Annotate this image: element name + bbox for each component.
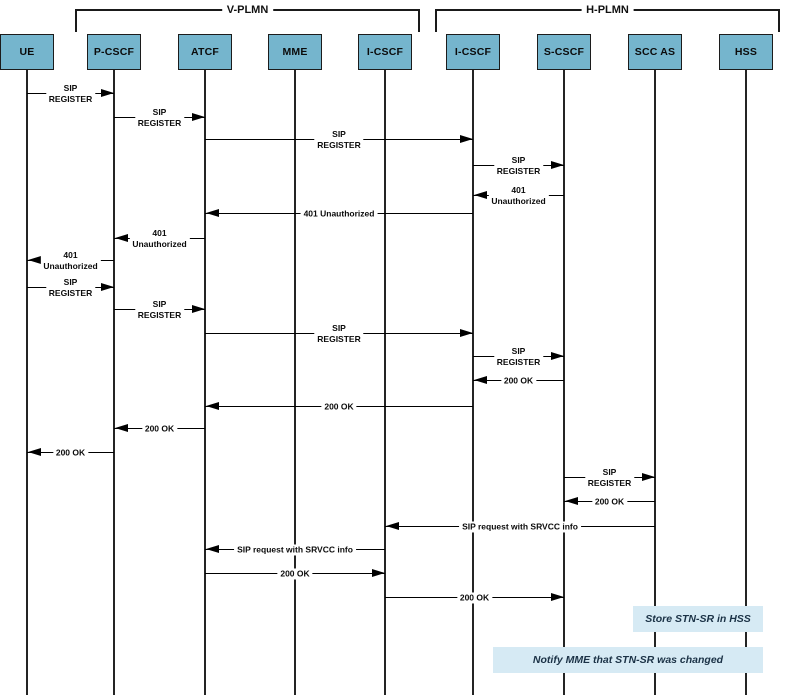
message-arrowhead-6: [115, 234, 128, 243]
actor-scc-as: SCC AS: [628, 34, 682, 70]
message-label-9: SIP REGISTER: [134, 298, 185, 321]
message-arrowhead-21: [551, 593, 564, 602]
message-label-4: 401 Unauthorized: [488, 184, 549, 207]
group-label-h-plmn: H-PLMN: [581, 4, 634, 16]
message-arrowhead-13: [206, 402, 219, 411]
message-arrowhead-19: [206, 545, 219, 554]
group-bracket-tick-left-v-plmn: [75, 9, 77, 32]
message-label-11: SIP REGISTER: [493, 345, 544, 368]
lifeline-hss: [745, 70, 747, 695]
message-arrowhead-4: [474, 191, 487, 200]
lifeline-p-cscf: [113, 70, 115, 695]
group-bracket-tick-right-v-plmn: [418, 9, 420, 32]
message-arrowhead-7: [28, 256, 41, 265]
actor-i-cscf-v: I-CSCF: [358, 34, 412, 70]
message-label-3: SIP REGISTER: [493, 154, 544, 177]
message-arrowhead-17: [565, 497, 578, 506]
message-arrowhead-14: [115, 424, 128, 433]
message-arrowhead-11: [551, 352, 564, 361]
message-label-17: 200 OK: [591, 496, 628, 508]
group-bracket-tick-right-h-plmn: [778, 9, 780, 32]
message-arrowhead-10: [460, 329, 473, 338]
lifeline-s-cscf: [563, 70, 565, 695]
lifeline-mme: [294, 70, 296, 695]
message-arrowhead-2: [460, 135, 473, 144]
message-label-13: 200 OK: [321, 401, 357, 413]
lifeline-atcf: [204, 70, 206, 695]
message-arrowhead-3: [551, 161, 564, 170]
message-label-20: 200 OK: [277, 568, 313, 580]
message-arrowhead-1: [192, 113, 205, 122]
lifeline-i-cscf-h: [472, 70, 474, 695]
message-label-8: SIP REGISTER: [45, 276, 96, 299]
message-label-19: SIP request with SRVCC info: [234, 544, 356, 556]
message-arrowhead-12: [474, 376, 487, 385]
actor-s-cscf: S-CSCF: [537, 34, 591, 70]
message-label-0: SIP REGISTER: [45, 82, 96, 105]
note-0: Store STN-SR in HSS: [633, 606, 763, 632]
message-label-5: 401 Unauthorized: [300, 208, 378, 220]
message-arrowhead-0: [101, 89, 114, 98]
note-1: Notify MME that STN-SR was changed: [493, 647, 763, 673]
message-label-2: SIP REGISTER: [314, 128, 364, 151]
message-label-6: 401 Unauthorized: [129, 227, 190, 250]
message-label-10: SIP REGISTER: [314, 322, 364, 345]
message-label-18: SIP request with SRVCC info: [459, 521, 581, 533]
lifeline-scc-as: [654, 70, 656, 695]
actor-i-cscf-h: I-CSCF: [446, 34, 500, 70]
group-label-v-plmn: V-PLMN: [221, 4, 274, 16]
message-arrowhead-20: [372, 569, 385, 578]
message-arrowhead-9: [192, 305, 205, 314]
message-arrowhead-18: [386, 522, 399, 531]
message-arrowhead-15: [28, 448, 41, 457]
message-label-7: 401 Unauthorized: [40, 249, 101, 272]
message-label-1: SIP REGISTER: [134, 106, 185, 129]
message-label-15: 200 OK: [52, 447, 89, 459]
lifeline-i-cscf-v: [384, 70, 386, 695]
message-arrowhead-8: [101, 283, 114, 292]
actor-atcf: ATCF: [178, 34, 232, 70]
message-arrowhead-5: [206, 209, 219, 218]
actor-ue: UE: [0, 34, 54, 70]
message-label-16: SIP REGISTER: [584, 466, 635, 489]
message-label-14: 200 OK: [141, 423, 178, 435]
lifeline-ue: [26, 70, 28, 695]
group-bracket-tick-left-h-plmn: [435, 9, 437, 32]
message-label-21: 200 OK: [456, 592, 493, 604]
actor-hss: HSS: [719, 34, 773, 70]
message-arrowhead-16: [642, 473, 655, 482]
actor-mme: MME: [268, 34, 322, 70]
actor-p-cscf: P-CSCF: [87, 34, 141, 70]
message-label-12: 200 OK: [500, 375, 537, 387]
